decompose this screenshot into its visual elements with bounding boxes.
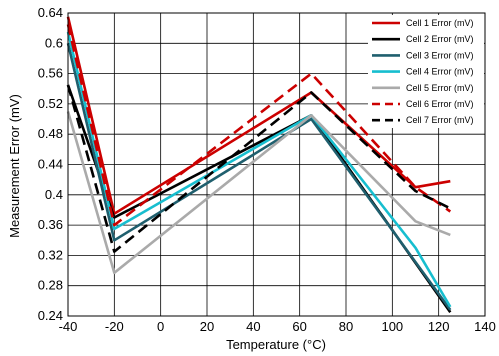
legend-label: Cell 7 Error (mV)	[406, 115, 474, 125]
x-tick-label: 120	[428, 319, 450, 334]
series-line-cell-6	[66, 24, 452, 227]
x-tick-labels: -40 -20 0 20 40 60 80 100 120 140	[59, 319, 496, 334]
x-tick-label: -20	[105, 319, 124, 334]
series-lines	[66, 16, 452, 313]
y-tick-label: 0.6	[45, 35, 63, 50]
x-tick-label: -40	[59, 319, 78, 334]
series-line-cell-3	[66, 43, 452, 311]
y-tick-labels: 0.24 0.28 0.32 0.36 0.4 0.44 0.48 0.52 0.56 0.6 0.…	[38, 5, 63, 323]
x-tick-label: 60	[292, 319, 306, 334]
legend-label: Cell 4 Error (mV)	[406, 67, 474, 77]
series-line-cell-5	[66, 111, 451, 275]
x-tick-label: 0	[157, 319, 164, 334]
y-tick-label: 0.44	[38, 157, 63, 172]
y-tick-label: 0.64	[38, 5, 63, 20]
y-tick-label: 0.28	[38, 278, 63, 293]
y-axis-title: Measurement Error (mV)	[7, 94, 22, 238]
y-tick-label: 0.36	[38, 217, 63, 232]
legend-label: Cell 2 Error (mV)	[406, 34, 474, 44]
legend-label: Cell 1 Error (mV)	[406, 18, 474, 28]
y-tick-label: 0.52	[38, 96, 63, 111]
plot-frame	[67, 12, 486, 317]
y-tick-label: 0.32	[38, 247, 63, 262]
x-tick-label: 140	[474, 319, 496, 334]
y-tick-label: 0.24	[38, 308, 63, 323]
x-tick-label: 100	[381, 319, 403, 334]
x-axis-title: Temperature (°C)	[226, 337, 326, 352]
x-tick-label: 80	[339, 319, 353, 334]
legend-label: Cell 3 Error (mV)	[406, 50, 474, 60]
legend: Cell 1 Error (mV) Cell 2 Error (mV) Cell 3…	[368, 15, 484, 128]
legend-label: Cell 6 Error (mV)	[406, 99, 474, 109]
legend-label: Cell 5 Error (mV)	[406, 83, 474, 93]
y-tick-label: 0.56	[38, 66, 63, 81]
x-tick-label: 40	[246, 319, 260, 334]
y-tick-label: 0.4	[45, 187, 63, 202]
y-tick-label: 0.48	[38, 126, 63, 141]
series-line-cell-7	[66, 84, 451, 253]
x-tick-label: 20	[200, 319, 214, 334]
